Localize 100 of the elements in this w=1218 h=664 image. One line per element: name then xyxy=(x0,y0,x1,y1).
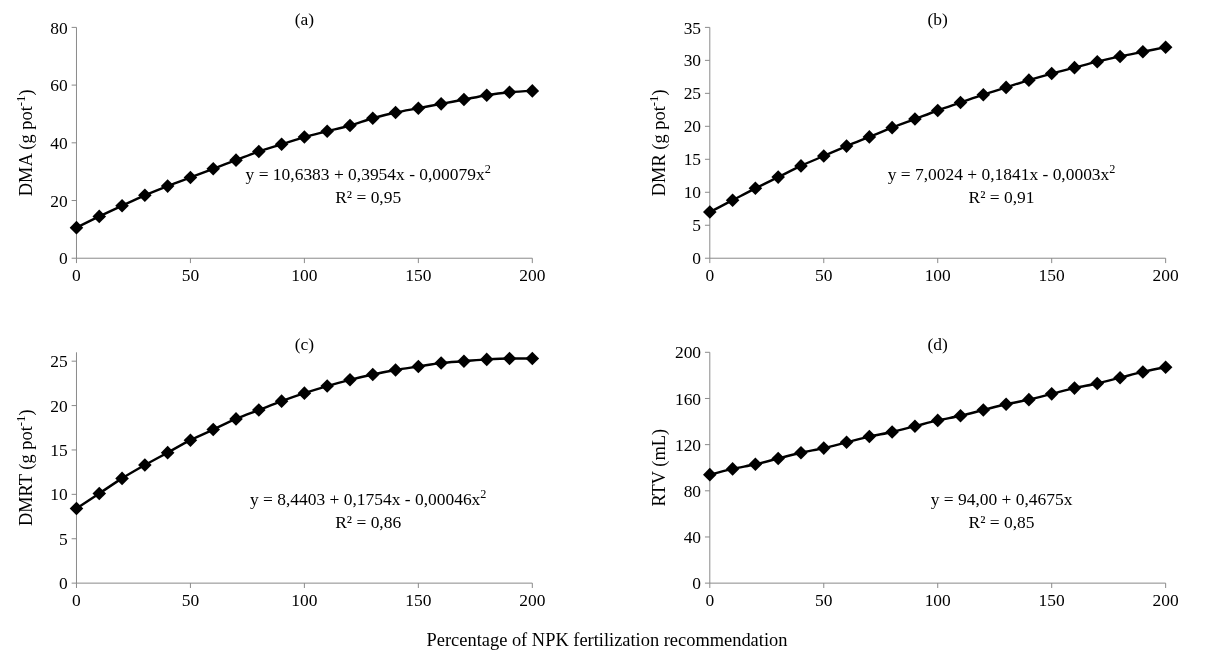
y-tick-label: 0 xyxy=(692,573,702,594)
point xyxy=(525,351,540,366)
chart-title: (b) xyxy=(927,9,949,30)
point xyxy=(160,179,175,193)
x-tick-label: 150 xyxy=(405,590,432,611)
point xyxy=(1136,45,1150,59)
point xyxy=(908,419,922,433)
y-tick-label: 10 xyxy=(50,484,69,505)
y-tick-label: 40 xyxy=(50,132,69,153)
point xyxy=(930,103,945,118)
point xyxy=(748,457,763,472)
y-tick-label: 35 xyxy=(683,17,702,38)
y-tick-label: 25 xyxy=(50,351,69,372)
point xyxy=(229,412,243,426)
point xyxy=(976,87,991,102)
chart-title: (d) xyxy=(927,334,949,355)
y-tick-label: 10 xyxy=(683,182,702,203)
y-tick-label: 5 xyxy=(59,528,69,549)
point xyxy=(274,137,289,152)
point xyxy=(862,130,877,144)
point xyxy=(320,379,334,393)
point xyxy=(297,386,312,400)
point xyxy=(1113,370,1127,385)
point xyxy=(953,409,968,423)
y-tick-label: 0 xyxy=(59,248,69,269)
point xyxy=(839,435,854,450)
y-tick-label: 20 xyxy=(683,116,702,137)
x-tick-label: 200 xyxy=(1152,590,1180,611)
point xyxy=(725,462,740,476)
y-tick-label: 30 xyxy=(683,50,702,71)
y-tick-label: 0 xyxy=(59,573,69,594)
point xyxy=(976,403,991,417)
point xyxy=(999,80,1013,95)
x-tick-label: 50 xyxy=(815,265,833,286)
point xyxy=(816,149,831,163)
point xyxy=(115,471,129,486)
point xyxy=(388,105,403,120)
point xyxy=(320,124,334,139)
x-tick-label: 0 xyxy=(705,590,715,611)
y-tick-label: 80 xyxy=(50,17,69,38)
point xyxy=(1090,54,1105,69)
x-tick-label: 50 xyxy=(181,265,200,286)
x-tick-label: 200 xyxy=(519,265,546,286)
point xyxy=(252,403,266,417)
point xyxy=(703,205,717,219)
point xyxy=(92,486,107,501)
point xyxy=(885,425,899,439)
point xyxy=(862,429,877,444)
x-tick-label: 100 xyxy=(924,590,952,611)
point xyxy=(343,373,357,387)
annotation: R² = 0,91 xyxy=(968,187,1035,208)
y-tick-label: 20 xyxy=(50,190,69,211)
point xyxy=(274,394,289,408)
point xyxy=(502,85,517,100)
y-tick-label: 15 xyxy=(683,149,702,170)
x-tick-label: 50 xyxy=(815,590,833,611)
point xyxy=(1044,66,1059,81)
annotation: y = 8,4403 + 0,1754x - 0,00046x$^{2}$ xyxy=(249,486,487,509)
point xyxy=(839,139,854,153)
point xyxy=(525,84,540,98)
point xyxy=(999,397,1013,412)
point xyxy=(434,356,448,370)
point xyxy=(183,170,198,185)
point xyxy=(1067,381,1082,395)
point xyxy=(1067,60,1082,75)
y-tick-label: 60 xyxy=(50,75,69,96)
point xyxy=(1044,387,1059,401)
x-axis-title: Percentage of NPK fertilization recommendation xyxy=(426,630,788,651)
point xyxy=(1136,365,1150,379)
point xyxy=(1022,73,1036,87)
y-tick-label: 0 xyxy=(692,248,702,269)
y-tick-label: 40 xyxy=(683,527,702,548)
x-tick-label: 0 xyxy=(705,265,715,286)
y-tick-label: 20 xyxy=(50,395,69,416)
point xyxy=(229,153,243,167)
point xyxy=(138,188,152,203)
x-tick-label: 0 xyxy=(72,265,82,286)
point xyxy=(457,354,471,368)
y-tick-label: 5 xyxy=(692,215,702,236)
y-axis-title: RTV (mL) xyxy=(649,428,671,507)
point xyxy=(92,209,107,224)
annotation: R² = 0,95 xyxy=(335,187,402,208)
x-tick-label: 100 xyxy=(291,265,318,286)
annotation: y = 7,0024 + 0,1841x - 0,0003x$^{2}$ xyxy=(887,161,1116,184)
point xyxy=(908,112,922,126)
point xyxy=(479,88,494,102)
x-tick-label: 200 xyxy=(1152,265,1180,286)
annotation: R² = 0,86 xyxy=(335,511,402,532)
x-tick-label: 150 xyxy=(1038,590,1066,611)
y-tick-label: 120 xyxy=(674,434,702,455)
point xyxy=(69,220,84,235)
point xyxy=(160,445,175,460)
x-tick-label: 150 xyxy=(1038,265,1066,286)
annotation: R² = 0,85 xyxy=(968,511,1035,532)
y-tick-label: 200 xyxy=(674,342,702,363)
x-tick-label: 50 xyxy=(181,590,200,611)
point xyxy=(69,501,84,516)
point xyxy=(206,161,221,176)
x-tick-label: 0 xyxy=(72,590,82,611)
point xyxy=(703,467,717,482)
